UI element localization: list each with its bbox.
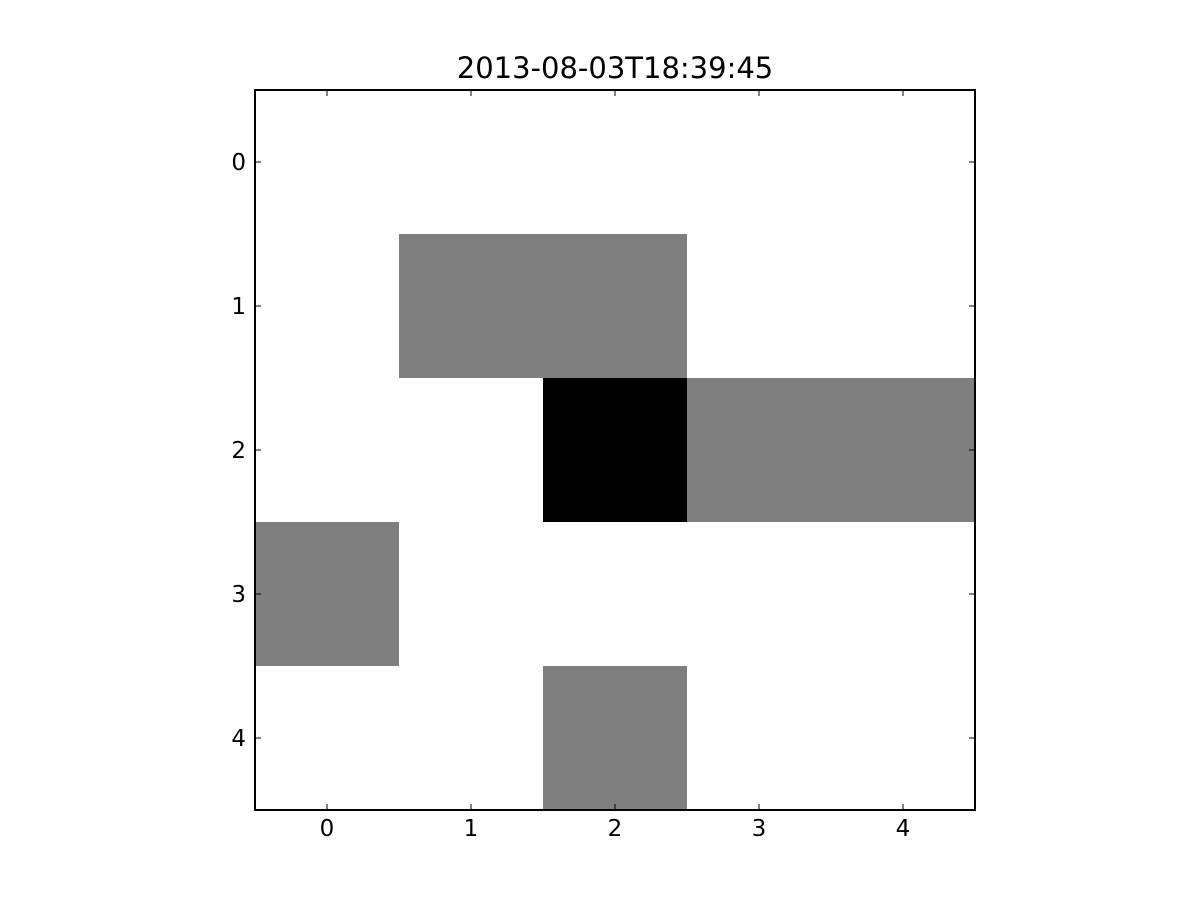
y-tick-label-1: 1 [231,294,246,320]
heatmap-cell-r3-c2 [543,522,688,667]
heatmap-cell-r1-c0 [255,234,400,379]
heatmap-cell-r2-c1 [399,378,544,523]
heatmap-cell-r0-c0 [255,90,400,235]
x-tick-label-4: 4 [896,816,911,842]
heatmap-cell-r0-c2 [543,90,688,235]
heatmap-cell-r1-c2 [543,234,688,379]
heatmap-cell-r2-c4 [831,378,976,523]
heatmap-cell-r3-c1 [399,522,544,667]
axis-ticks [255,90,975,810]
x-tick-label-1: 1 [464,816,479,842]
x-tick-label-0: 0 [320,816,335,842]
heatmap-cell-r1-c3 [687,234,832,379]
heatmap-cell-r1-c4 [831,234,976,379]
heatmap-cell-r2-c0 [255,378,400,523]
heatmap-cell-r4-c0 [255,666,400,811]
chart-title: 2013-08-03T18:39:45 [456,51,774,85]
heatmap-cell-r4-c3 [687,666,832,811]
x-tick-label-3: 3 [752,816,767,842]
y-tick-label-0: 0 [231,150,246,176]
heatmap-cell-r0-c3 [687,90,832,235]
heatmap-cell-r4-c4 [831,666,976,811]
heatmap-cell-r2-c3 [687,378,832,523]
heatmap-cells [255,90,976,811]
heatmap-cell-r3-c0 [255,522,400,667]
y-tick-label-3: 3 [231,582,246,608]
axis-tick-labels: 0 1 2 3 4 0 1 2 3 4 [231,150,910,842]
heatmap-cell-r2-c2 [543,378,688,523]
heatmap-cell-r3-c4 [831,522,976,667]
heatmap-cell-r0-c1 [399,90,544,235]
heatmap-cell-r3-c3 [687,522,832,667]
heatmap-cell-r4-c1 [399,666,544,811]
y-tick-label-4: 4 [231,726,246,752]
heatmap-cell-r1-c1 [399,234,544,379]
heatmap-cell-r0-c4 [831,90,976,235]
x-tick-label-2: 2 [608,816,623,842]
heatmap-cell-r4-c2 [543,666,688,811]
y-tick-label-2: 2 [231,438,246,464]
